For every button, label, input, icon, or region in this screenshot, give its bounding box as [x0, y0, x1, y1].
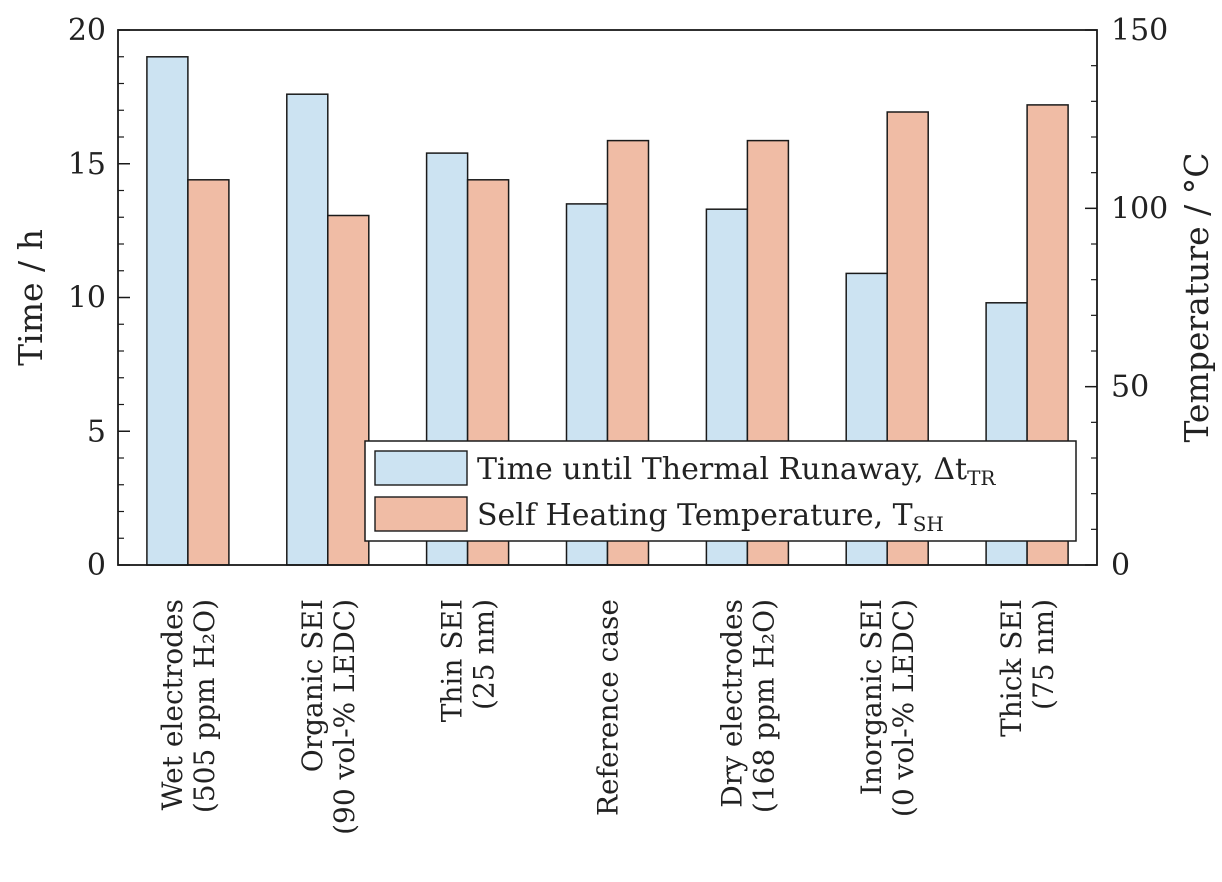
category-label: (90 vol-% LEDC) [328, 599, 361, 835]
left-tick-label: 15 [68, 147, 106, 182]
category-label: (75 nm) [1027, 599, 1060, 710]
legend: Time until Thermal Runaway, ΔtTR Self Hea… [364, 440, 1077, 542]
y2-axis-title: Temperature / °C [1177, 152, 1216, 442]
temp-bar [327, 214, 370, 566]
right-tick-label: 150 [1111, 13, 1168, 48]
right-tick-label: 0 [1111, 548, 1130, 583]
time-bar [146, 56, 189, 566]
right-tick-label: 100 [1111, 191, 1168, 226]
left-tick-label: 5 [87, 414, 106, 449]
category-label: (505 ppm H₂O) [188, 599, 221, 813]
legend-swatch [374, 496, 468, 532]
category-label: Thick SEI [995, 599, 1028, 737]
category-label: (25 nm) [468, 599, 501, 710]
category-label: Dry electrodes [715, 599, 748, 808]
category-label: Reference case [592, 599, 625, 816]
axes-layer: 0 5 10 15 20 0 50 100 150 Time / h Temperature / °… [11, 13, 1216, 835]
legend-entry: Self Heating Temperature, TSH [477, 498, 944, 536]
temp-bar [187, 179, 230, 566]
category-label: Inorganic SEI [855, 599, 888, 795]
legend-swatch [374, 450, 468, 486]
category-label: Wet electrodes [156, 599, 189, 810]
category-label: Thin SEI [436, 599, 469, 722]
y-axis-title: Time / h [11, 229, 50, 366]
category-label: (168 ppm H₂O) [747, 599, 780, 813]
right-tick-label: 50 [1111, 370, 1149, 405]
left-tick-label: 0 [87, 548, 106, 583]
legend-box [364, 440, 1077, 542]
category-label: (0 vol-% LEDC) [887, 599, 920, 817]
left-tick-label: 10 [68, 281, 106, 316]
left-tick-label: 20 [68, 13, 106, 48]
category-label: Organic SEI [296, 599, 329, 772]
legend-entry: Time until Thermal Runaway, ΔtTR [477, 452, 996, 490]
time-bar [286, 93, 329, 566]
